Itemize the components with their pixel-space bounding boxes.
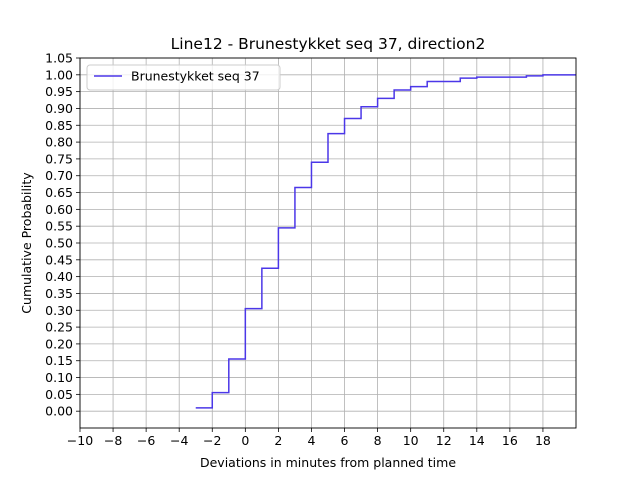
x-tick-label: 14	[469, 433, 485, 448]
x-axis-ticks: −10 −8 −6 −4 −2 0 2 4 6 8 10 12 14 16 18	[67, 428, 551, 448]
legend: Brunestykket seq 37	[86, 64, 281, 91]
x-tick-label: 16	[502, 433, 518, 448]
y-tick-label: 0.15	[45, 353, 73, 368]
y-tick-label: 0.35	[45, 286, 73, 301]
x-tick-label: 4	[307, 433, 315, 448]
y-tick-label: 0.85	[45, 118, 73, 133]
y-tick-label: 0.25	[45, 320, 73, 335]
y-tick-label: 0.45	[45, 252, 73, 267]
x-tick-label: 18	[535, 433, 551, 448]
chart-title: Line12 - Brunestykket seq 37, direction2	[171, 35, 486, 53]
x-tick-label: 6	[341, 433, 349, 448]
x-tick-label: 8	[374, 433, 382, 448]
y-tick-label: 0.05	[45, 387, 73, 402]
y-tick-label: 0.95	[45, 84, 73, 99]
y-tick-label: 0.90	[45, 101, 73, 116]
y-tick-label: 1.00	[45, 67, 73, 82]
y-tick-label: 1.05	[45, 51, 73, 66]
y-tick-label: 0.65	[45, 185, 73, 200]
y-axis-ticks: 0.00 0.05 0.10 0.15 0.200.25 0.30 0.35 0.40 0.45…	[45, 51, 80, 419]
x-tick-label: 12	[436, 433, 452, 448]
y-tick-label: 0.75	[45, 151, 73, 166]
y-tick-label: 0.70	[45, 168, 73, 183]
y-tick-label: 0.40	[45, 269, 73, 284]
y-tick-label: 0.00	[45, 404, 73, 419]
x-tick-label: −6	[137, 433, 155, 448]
series-line-brunestykket	[195, 74, 576, 409]
y-tick-label: 0.80	[45, 135, 73, 150]
x-axis-label: Deviations in minutes from planned time	[200, 455, 456, 470]
y-tick-label: 0.20	[45, 336, 73, 351]
y-tick-label: 0.50	[45, 236, 73, 251]
x-tick-label: 2	[274, 433, 282, 448]
series-layer	[195, 74, 576, 409]
y-axis-label: Cumulative Probability	[19, 172, 34, 314]
x-tick-label: −8	[104, 433, 122, 448]
x-tick-label: −10	[67, 433, 93, 448]
legend-entry-label: Brunestykket seq 37	[131, 69, 260, 84]
legend-box	[86, 64, 281, 91]
y-tick-label: 0.30	[45, 303, 73, 318]
x-tick-label: −4	[170, 433, 188, 448]
x-tick-label: 0	[241, 433, 249, 448]
x-tick-label: 10	[403, 433, 419, 448]
y-tick-label: 0.55	[45, 219, 73, 234]
x-tick-label: −2	[203, 433, 221, 448]
y-tick-label: 0.10	[45, 370, 73, 385]
y-tick-label: 0.60	[45, 202, 73, 217]
